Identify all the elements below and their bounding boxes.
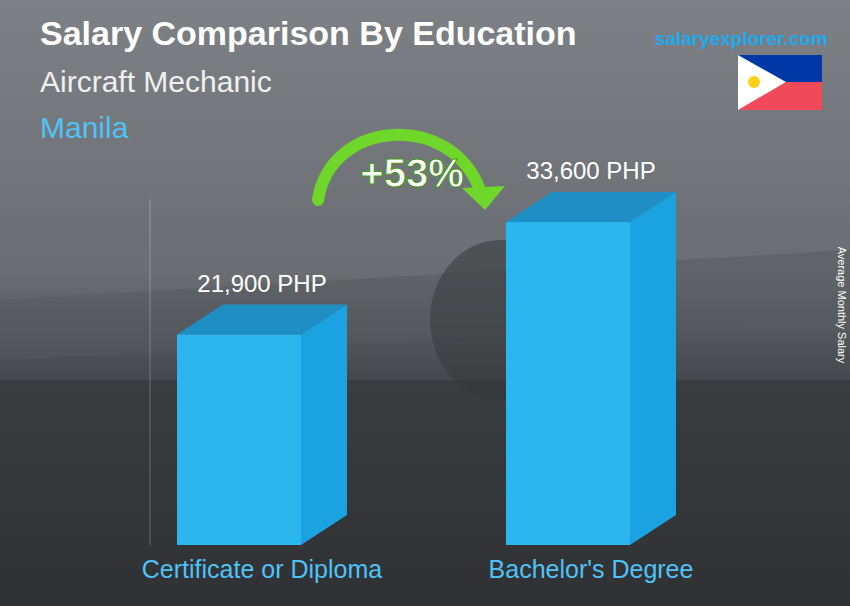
bar-side-face (301, 305, 347, 545)
category-label: Bachelor's Degree (489, 555, 694, 583)
subtitle: Aircraft Mechanic (40, 65, 272, 98)
bar-box (177, 305, 347, 545)
flag-sun (748, 76, 760, 88)
y-label: Average Monthly Salary (836, 247, 848, 364)
background (0, 0, 850, 606)
bars (177, 192, 676, 545)
flag-triangle (738, 55, 786, 110)
data-label: 21,900 PHP (197, 270, 326, 297)
title: Salary Comparison By Education (40, 14, 577, 52)
background-wing (0, 250, 850, 360)
annotation: +53% (360, 151, 463, 195)
chart: 21,900 PHP Certificate or Diploma 33,600 P… (0, 0, 850, 606)
bar (506, 222, 630, 545)
arrow (318, 135, 480, 200)
source: salaryexplorer.com (655, 28, 828, 49)
data-label: 33,600 PHP (526, 157, 655, 184)
category-label: Certificate or Diploma (142, 555, 382, 583)
flag (738, 55, 822, 110)
background-ground (0, 380, 850, 606)
value-axis (150, 199, 151, 545)
bar (177, 335, 301, 545)
location: Manila (40, 111, 129, 144)
bar-side-face (630, 192, 676, 545)
bar-box (506, 192, 676, 545)
arrow-head (462, 186, 505, 210)
